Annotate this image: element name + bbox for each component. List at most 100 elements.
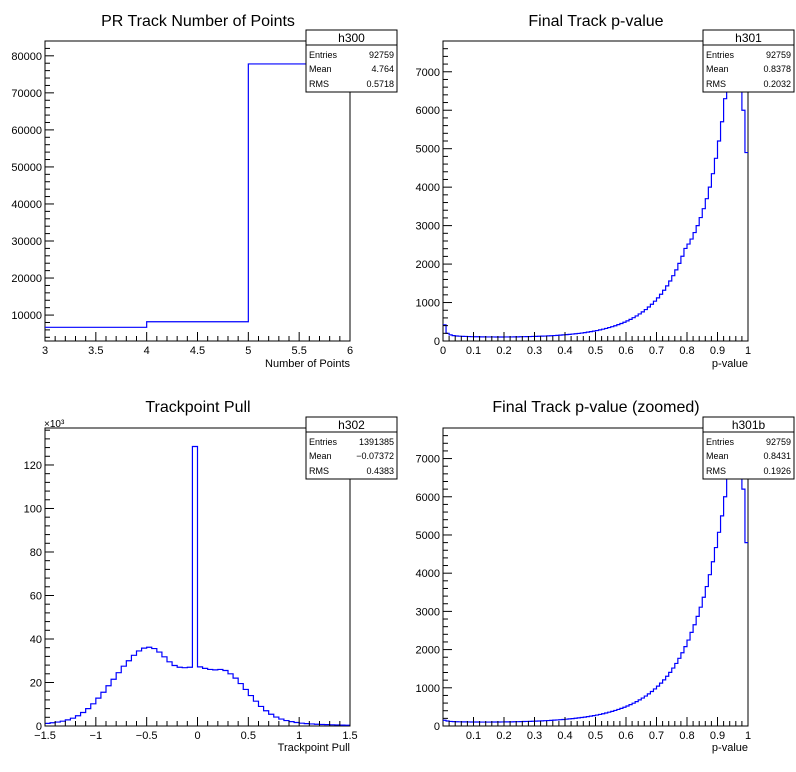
y-tick-label: 60000 — [11, 125, 42, 137]
x-tick-label: 0.9 — [710, 730, 725, 742]
panel-h301: Final Track p-value p-value 0 0.1 0.2 0.3 0.… — [416, 13, 795, 370]
stats-mean-value: 0.8378 — [763, 64, 791, 74]
y-tick-label: 60 — [30, 590, 42, 602]
stats-title: h301b — [732, 418, 766, 432]
x-tick-label: 0.7 — [649, 730, 664, 742]
stats-mean-value: −0.07372 — [356, 451, 394, 461]
x-tick-label: 1.5 — [342, 730, 357, 742]
histogram-line — [45, 63, 350, 328]
x-tick-label: 4 — [144, 345, 150, 357]
y-tick-label: 5000 — [416, 144, 440, 156]
y-tick-label: 4000 — [416, 182, 440, 194]
stats-box-frame — [305, 416, 398, 480]
stats-mean-value: 0.8431 — [763, 451, 791, 461]
x-tick-label: 0 — [194, 730, 200, 742]
y-tick-label: 1000 — [416, 298, 440, 310]
x-tick-label: 0.6 — [618, 345, 633, 357]
stats-entries-value: 92759 — [369, 50, 394, 60]
x-tick-label: 6 — [347, 345, 353, 357]
x-tick-label: 0.1 — [466, 345, 481, 357]
y-tick-label: 40000 — [11, 199, 42, 211]
x-tick-label: 0.3 — [527, 345, 542, 357]
stats-mean-label: Mean — [706, 64, 729, 74]
stats-rms-label: RMS — [309, 79, 329, 89]
x-tick-label: 0.2 — [496, 345, 511, 357]
stats-rms-value: 0.2032 — [763, 79, 791, 89]
x-tick-label: 0.8 — [679, 730, 694, 742]
stats-rms-label: RMS — [706, 79, 726, 89]
x-axis-label: p-value — [712, 742, 748, 754]
y-tick-label: 70000 — [11, 88, 42, 100]
x-tick-label: 0.4 — [557, 345, 572, 357]
chart-title: Final Track p-value — [528, 13, 663, 30]
x-axis-label: Number of Points — [265, 358, 350, 370]
chart-title: Final Track p-value (zoomed) — [492, 399, 699, 416]
y-tick-label: 4000 — [416, 568, 440, 580]
stats-box: h301 Entries 92759 Mean 0.8378 RMS 0.203… — [702, 29, 795, 93]
y-tick-label: 5000 — [416, 530, 440, 542]
y-tick-label: 120 — [24, 460, 42, 472]
x-tick-label: 1 — [296, 730, 302, 742]
x-tick-label: 0.5 — [588, 345, 603, 357]
stats-title: h302 — [338, 418, 365, 432]
y-tick-label: 7000 — [416, 454, 440, 466]
stats-mean-value: 4.764 — [371, 64, 394, 74]
y-tick-label: 100 — [24, 503, 42, 515]
y-tick-label: 10000 — [11, 310, 42, 322]
histogram-line — [443, 431, 748, 723]
x-tick-label: −1 — [90, 730, 103, 742]
y-tick-label: 40 — [30, 634, 42, 646]
stats-rms-value: 0.4383 — [366, 466, 394, 476]
x-tick-label: 4.5 — [190, 345, 205, 357]
y-tick-label: 6000 — [416, 492, 440, 504]
y-tick-label: 80000 — [11, 51, 42, 63]
x-tick-label: 0.3 — [527, 730, 542, 742]
stats-entries-label: Entries — [309, 50, 338, 60]
y-tick-label: 3000 — [416, 221, 440, 233]
stats-mean-label: Mean — [309, 451, 332, 461]
x-tick-label: 0.4 — [557, 730, 572, 742]
stats-rms-label: RMS — [706, 466, 726, 476]
stats-box-frame — [702, 29, 795, 93]
y-tick-label: 1000 — [416, 683, 440, 695]
y-tick-label: 20 — [30, 677, 42, 689]
x-tick-label: 3 — [42, 345, 48, 357]
y-tick-label: 7000 — [416, 67, 440, 79]
stats-entries-label: Entries — [706, 437, 735, 447]
stats-box: h302 Entries 1391385 Mean −0.07372 RMS 0… — [305, 416, 398, 480]
stats-title: h301 — [735, 31, 762, 45]
y-tick-label: 2000 — [416, 645, 440, 657]
y-tick-label: 0 — [434, 336, 440, 348]
stats-box: h300 Entries 92759 Mean 4.764 RMS 0.5718 — [305, 29, 398, 93]
stats-entries-value: 1391385 — [359, 437, 394, 447]
stats-rms-value: 0.5718 — [366, 79, 394, 89]
y-tick-label: 3000 — [416, 606, 440, 618]
stats-mean-label: Mean — [706, 451, 729, 461]
chart-title: PR Track Number of Points — [101, 13, 295, 30]
x-tick-label: −0.5 — [136, 730, 158, 742]
x-axis-label: p-value — [712, 358, 748, 370]
x-tick-label: 0 — [440, 345, 446, 357]
stats-rms-label: RMS — [309, 466, 329, 476]
stats-mean-label: Mean — [309, 64, 332, 74]
y-tick-label: 20000 — [11, 273, 42, 285]
panel-h301b: Final Track p-value (zoomed) p-value 0.1… — [416, 399, 795, 754]
x-tick-label: 0.6 — [618, 730, 633, 742]
y-tick-label: 50000 — [11, 162, 42, 174]
stats-entries-label: Entries — [309, 437, 338, 447]
x-tick-label: 0.5 — [588, 730, 603, 742]
x-tick-label: 0.1 — [466, 730, 481, 742]
x-tick-label: 3.5 — [88, 345, 103, 357]
x-tick-label: 0.9 — [710, 345, 725, 357]
panel-h300: PR Track Number of Points Number of Poin… — [11, 13, 398, 370]
stats-box-frame — [702, 416, 795, 480]
x-tick-label: 1 — [745, 730, 751, 742]
y-tick-label: 0 — [36, 721, 42, 733]
x-tick-label: 0.5 — [241, 730, 256, 742]
x-tick-label: 5.5 — [292, 345, 307, 357]
y-tick-label: 0 — [434, 721, 440, 733]
stats-title: h300 — [338, 31, 365, 45]
histogram-line — [443, 44, 748, 338]
